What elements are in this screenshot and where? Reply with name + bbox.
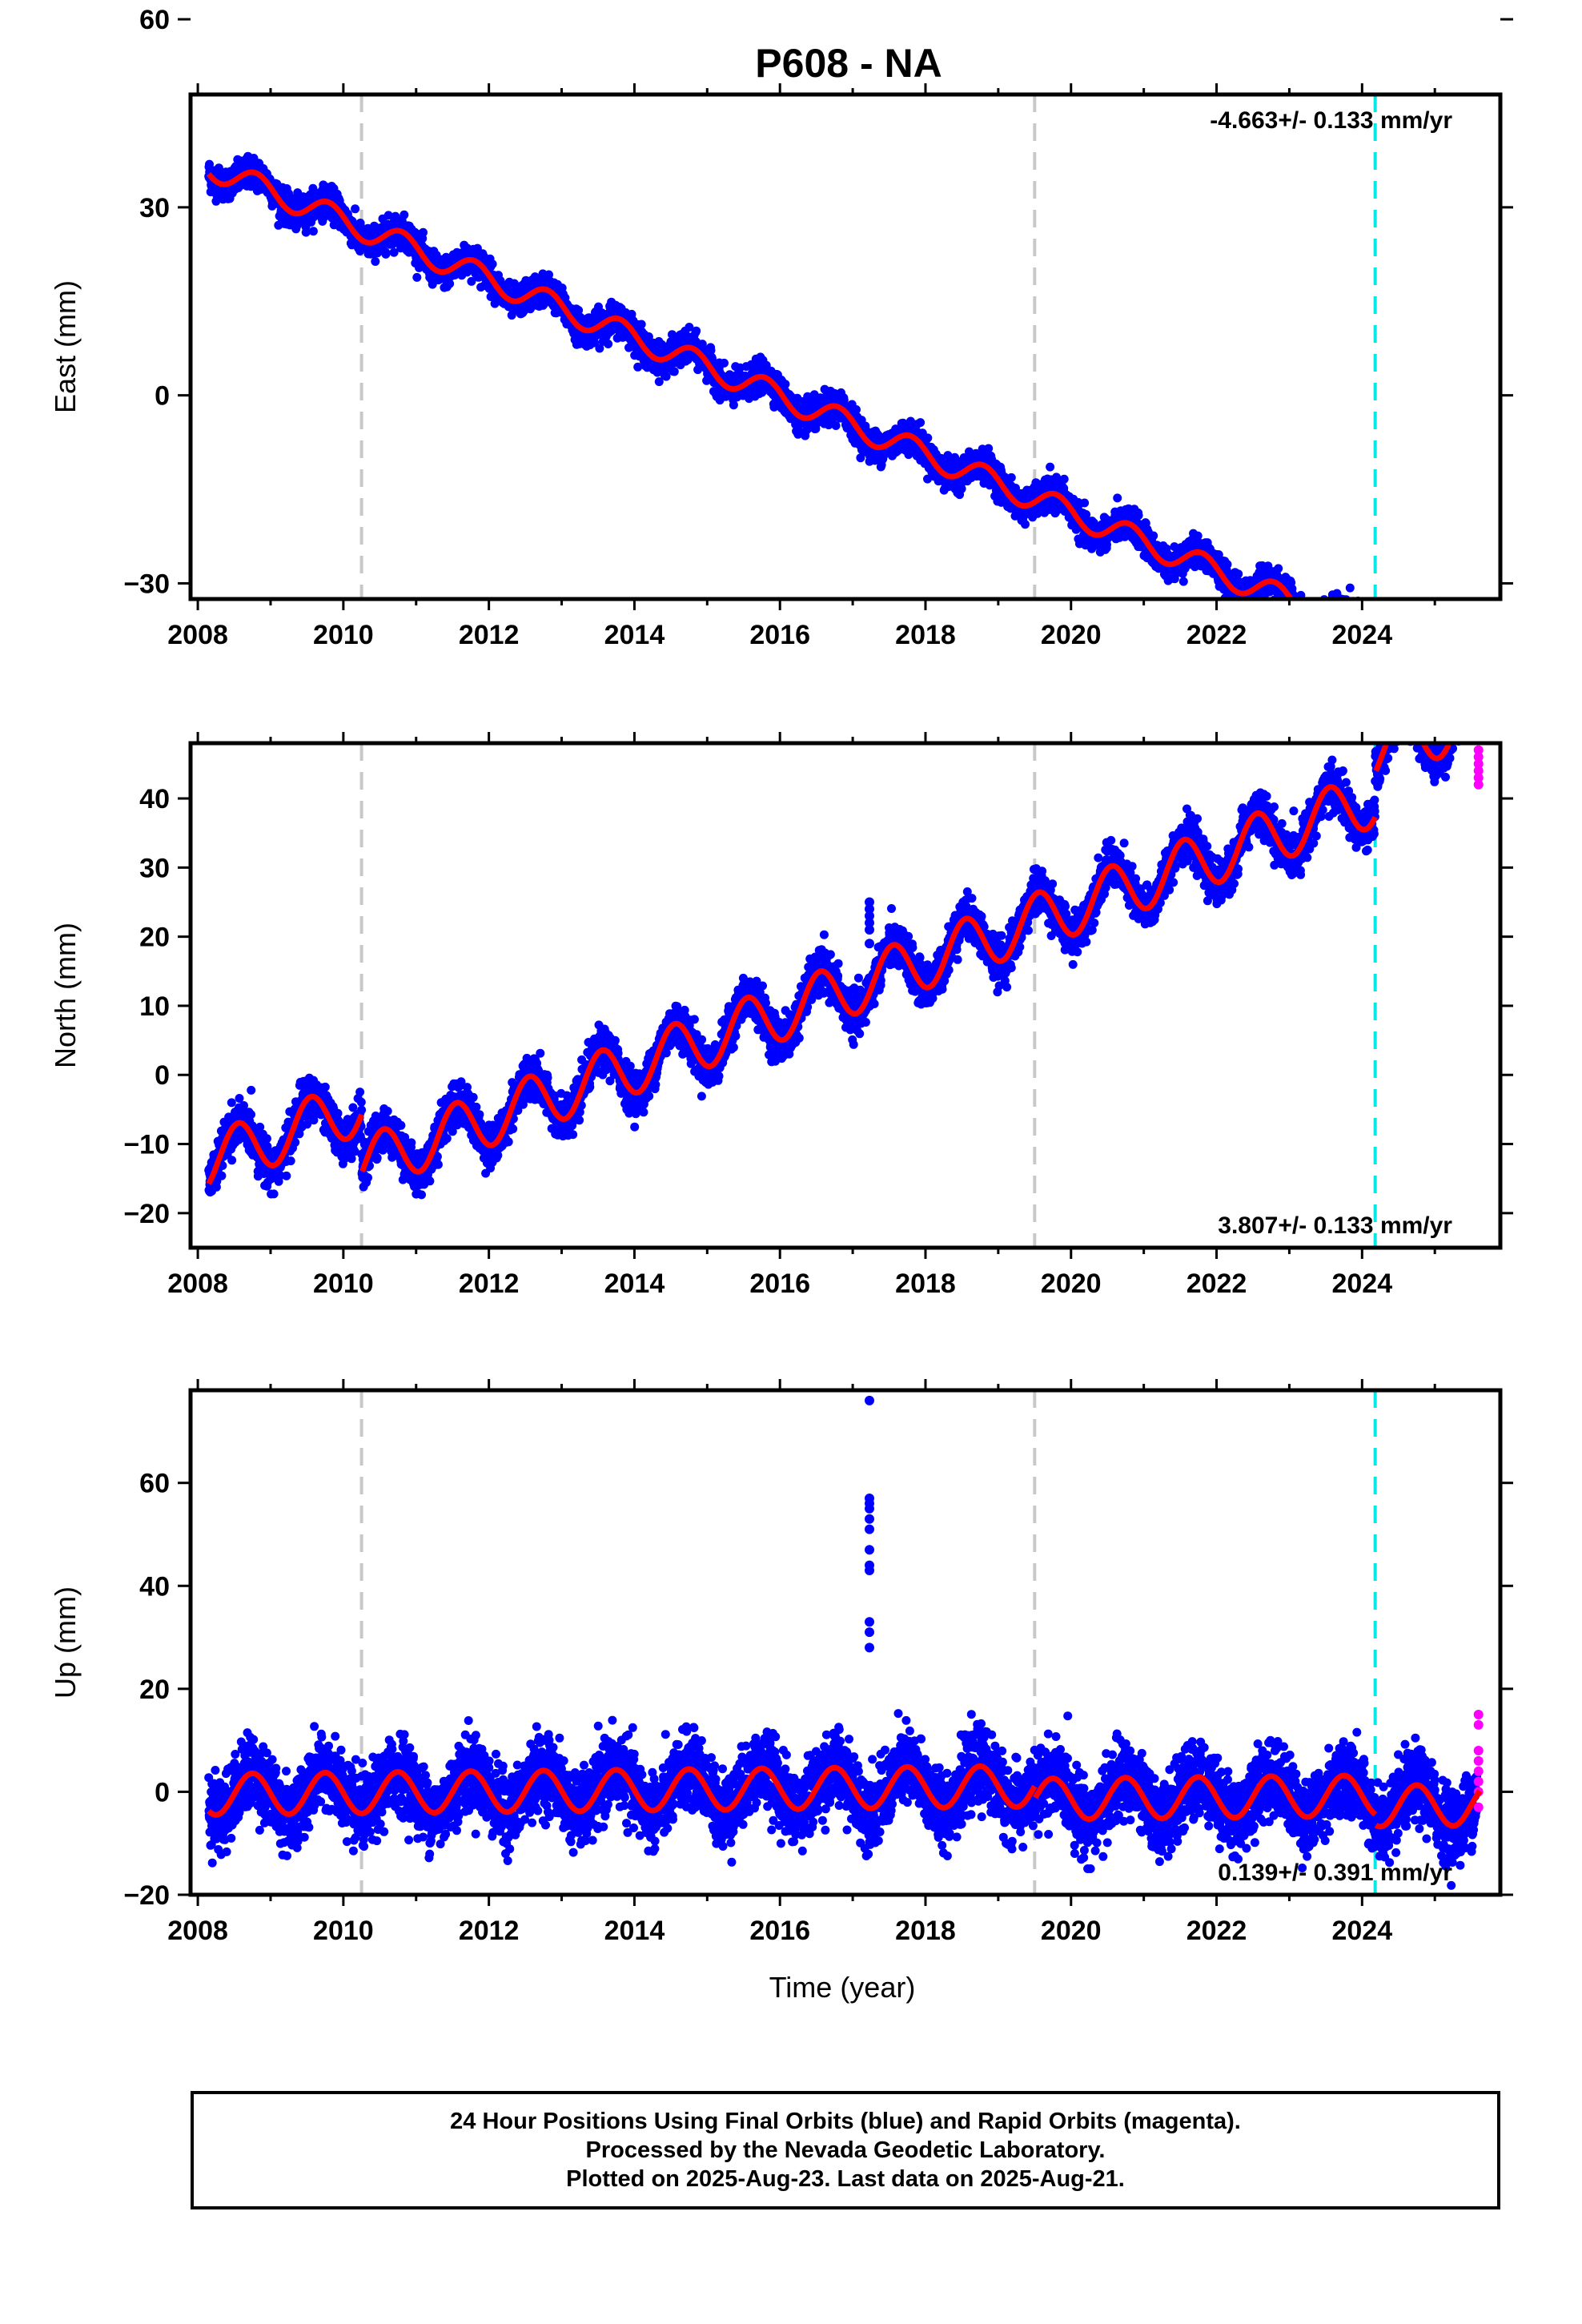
data-point: [685, 323, 694, 332]
data-point: [1178, 577, 1188, 586]
data-point: [381, 249, 391, 259]
data-point: [937, 453, 946, 463]
data-point: [661, 372, 671, 381]
data-point: [923, 474, 932, 484]
data-point: [1059, 484, 1069, 493]
data-point: [654, 377, 664, 387]
data-point: [636, 320, 646, 329]
data-point: [507, 311, 516, 320]
data-point: [400, 210, 409, 219]
data-point: [729, 400, 738, 410]
data-point: [351, 204, 360, 214]
data-point: [389, 247, 399, 257]
data-point: [308, 227, 318, 236]
data-point: [1046, 462, 1055, 472]
data-point: [1059, 474, 1069, 484]
data-point: [205, 159, 214, 169]
data-point: [1113, 493, 1122, 503]
data-point: [794, 427, 803, 436]
data-point: [984, 444, 994, 453]
data-point: [445, 279, 455, 288]
chart-title: P608 - NA: [755, 41, 942, 86]
data-point: [383, 211, 393, 220]
panel-1: 2008 2010 2012 2014 2016 2018 2020 2022 2024−300…: [49, 5, 1513, 650]
data-point: [574, 306, 584, 315]
data-point: [604, 340, 613, 348]
data-point: [419, 227, 428, 237]
panels-root: 2008 2010 2012 2014 2016 2018 2020 2022 2024−300…: [49, 5, 1513, 2004]
data-point: [371, 257, 380, 266]
data-point: [1080, 498, 1090, 508]
data-point: [1021, 520, 1030, 529]
data-point: [1134, 511, 1143, 521]
data-point: [916, 418, 926, 428]
data-point: [831, 421, 841, 430]
data-point: [1149, 531, 1158, 541]
data-point: [488, 259, 497, 269]
data-point: [1006, 472, 1016, 482]
data-point: [761, 360, 771, 370]
data-point: [781, 380, 790, 389]
data-point: [595, 344, 604, 353]
data-point: [852, 405, 861, 414]
data-point: [720, 358, 729, 368]
data-point: [627, 309, 636, 319]
data-point: [856, 453, 865, 463]
data-point: [412, 272, 422, 282]
data-point: [692, 326, 701, 336]
data-point: [669, 367, 679, 376]
data-point: [923, 433, 933, 443]
data-point: [706, 346, 716, 355]
data-point: [301, 227, 311, 237]
data-point: [633, 362, 643, 372]
data-point: [957, 484, 966, 493]
data-point: [467, 276, 476, 286]
